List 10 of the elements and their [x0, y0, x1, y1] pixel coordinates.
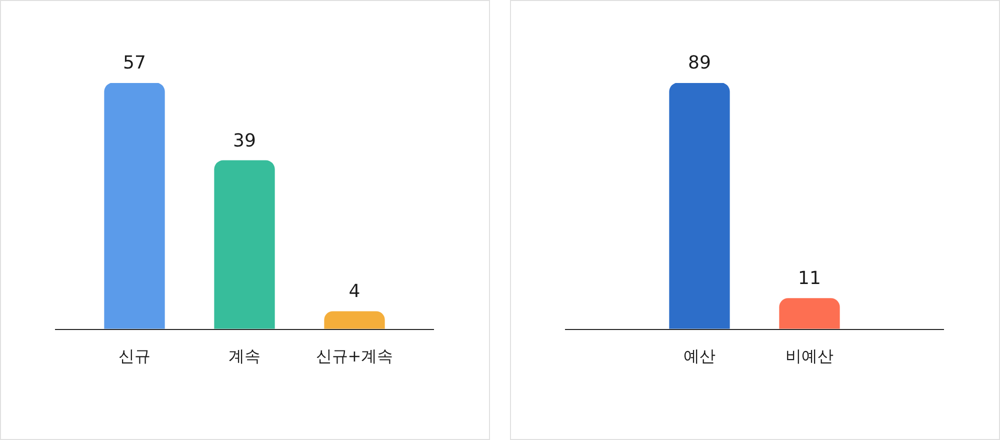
x-tick-label: 계속	[228, 346, 260, 366]
data-label: 89	[688, 52, 711, 74]
x-tick-label: 신규	[118, 346, 150, 366]
data-label: 39	[233, 130, 256, 152]
x-tick-label: 신규+계속	[316, 346, 394, 366]
data-label: 4	[348, 281, 360, 302]
data-label: 57	[123, 52, 146, 74]
x-tick-label: 비예산	[786, 346, 834, 366]
data-label: 11	[798, 268, 821, 290]
x-tick-label: 예산	[684, 346, 716, 366]
